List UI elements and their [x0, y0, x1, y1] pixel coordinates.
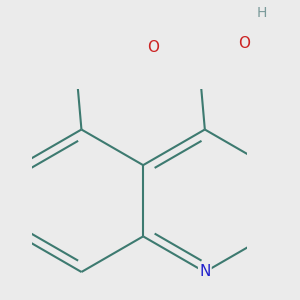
- Text: H: H: [256, 6, 267, 20]
- Text: N: N: [199, 265, 211, 280]
- Text: O: O: [147, 40, 159, 55]
- Text: O: O: [238, 36, 250, 51]
